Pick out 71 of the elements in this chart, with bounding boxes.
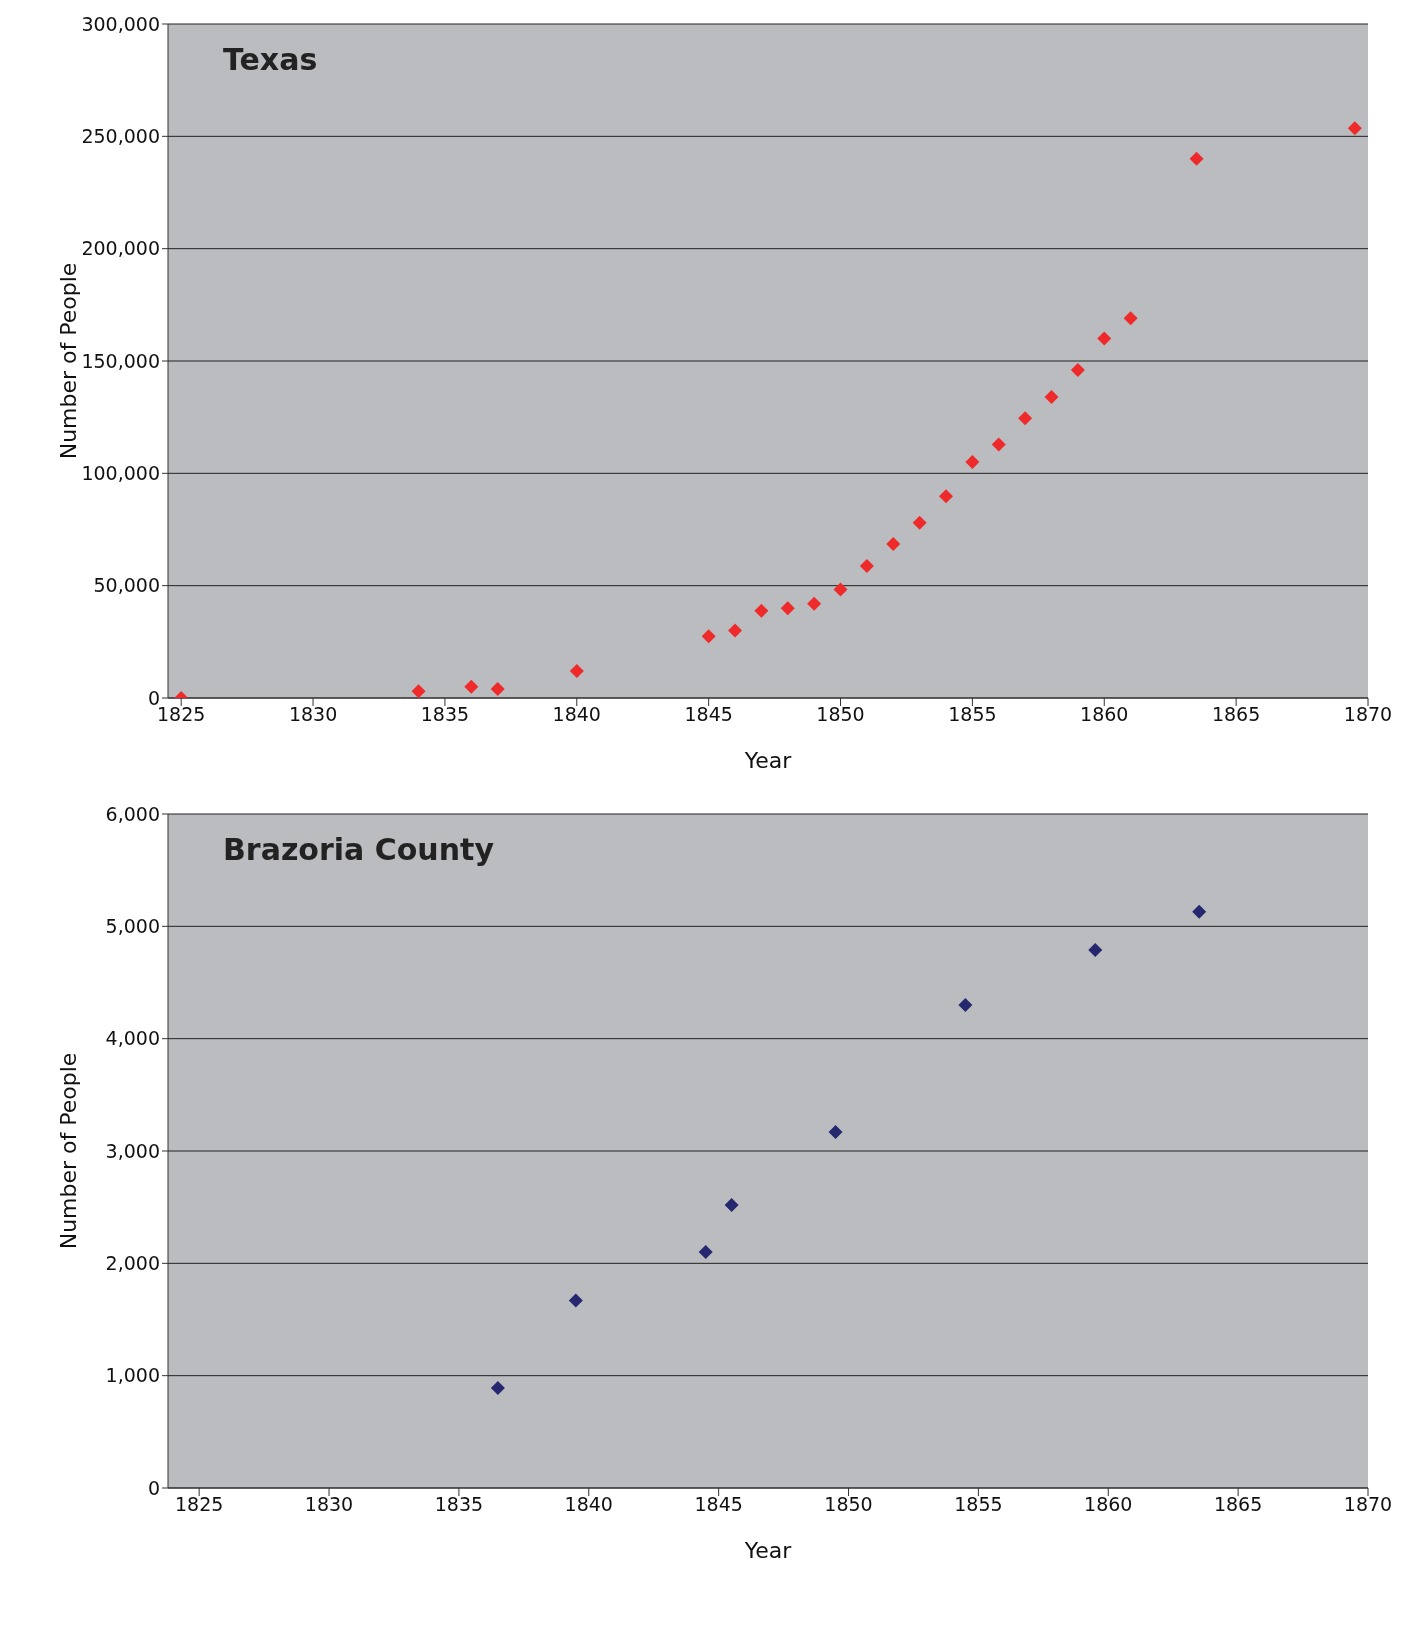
y-axis-title: Number of People [55, 1052, 81, 1250]
x-axis-title: Year [743, 747, 793, 773]
point [859, 559, 874, 574]
y-tick-label: 150,000 [81, 349, 160, 372]
point [464, 679, 479, 694]
point [828, 1124, 843, 1139]
point [833, 582, 848, 597]
point [1123, 311, 1138, 326]
point [569, 664, 584, 679]
y-tick-label: 4,000 [105, 1027, 160, 1050]
point [1189, 151, 1204, 166]
point [1347, 121, 1362, 136]
x-tick-label: 1855 [954, 1493, 1003, 1516]
x-tick-label: 1835 [420, 703, 470, 726]
point [1070, 362, 1085, 377]
point [780, 601, 795, 616]
point [411, 684, 426, 698]
y-tick-label: 0 [147, 1476, 160, 1499]
point [991, 437, 1006, 452]
y-tick-label: 250,000 [81, 125, 160, 148]
y-tick-label: 6,000 [105, 802, 160, 825]
point [754, 603, 769, 618]
x-tick-label: 1865 [1213, 1493, 1263, 1516]
x-tick-label: 1860 [1080, 703, 1129, 726]
point [728, 623, 743, 638]
y-tick-label: 100,000 [81, 462, 160, 485]
x-tick-label: 1860 [1084, 1493, 1133, 1516]
point [939, 489, 954, 504]
x-tick-label: 1830 [304, 1493, 354, 1516]
point [1018, 411, 1033, 426]
y-tick-label: 3,000 [105, 1139, 160, 1162]
y-tick-label: 300,000 [81, 12, 160, 35]
y-tick-label: 2,000 [105, 1252, 160, 1275]
y-tick-label: 50,000 [93, 574, 160, 597]
point [807, 596, 822, 611]
point [965, 455, 980, 470]
y-tick-label: 0 [147, 686, 160, 709]
x-tick-label: 1870 [1343, 1493, 1393, 1516]
x-tick-label: 1825 [157, 703, 206, 726]
point [490, 682, 505, 697]
x-tick-label: 1830 [288, 703, 338, 726]
y-tick-label: 200,000 [81, 237, 160, 260]
y-tick-label: 5,000 [105, 915, 160, 938]
point [912, 515, 927, 530]
y-tick-label: 1,000 [105, 1364, 160, 1387]
x-tick-label: 1825 [174, 1493, 224, 1516]
x-tick-label: 1845 [684, 703, 733, 726]
point [1044, 389, 1059, 404]
x-tick-label: 1845 [694, 1493, 743, 1516]
x-tick-label: 1855 [948, 703, 997, 726]
text: Brazoria County [223, 832, 494, 867]
text: Texas [223, 42, 318, 77]
x-tick-label: 1840 [564, 1493, 613, 1516]
x-tick-label: 1850 [816, 703, 865, 726]
x-tick-label: 1840 [552, 703, 601, 726]
x-tick-label: 1850 [824, 1493, 873, 1516]
point [1097, 331, 1112, 346]
x-tick-label: 1835 [434, 1493, 484, 1516]
x-axis-title: Year [743, 1537, 793, 1563]
point [490, 1381, 505, 1396]
point [568, 1293, 583, 1308]
point [724, 1197, 739, 1212]
y-axis-title: Number of People [55, 262, 81, 460]
point [701, 629, 716, 644]
point [1088, 942, 1103, 957]
x-tick-label: 1870 [1343, 703, 1393, 726]
x-tick-label: 1865 [1211, 703, 1261, 726]
point [886, 536, 901, 551]
point [958, 997, 973, 1012]
point [1192, 904, 1207, 919]
point [698, 1245, 713, 1260]
